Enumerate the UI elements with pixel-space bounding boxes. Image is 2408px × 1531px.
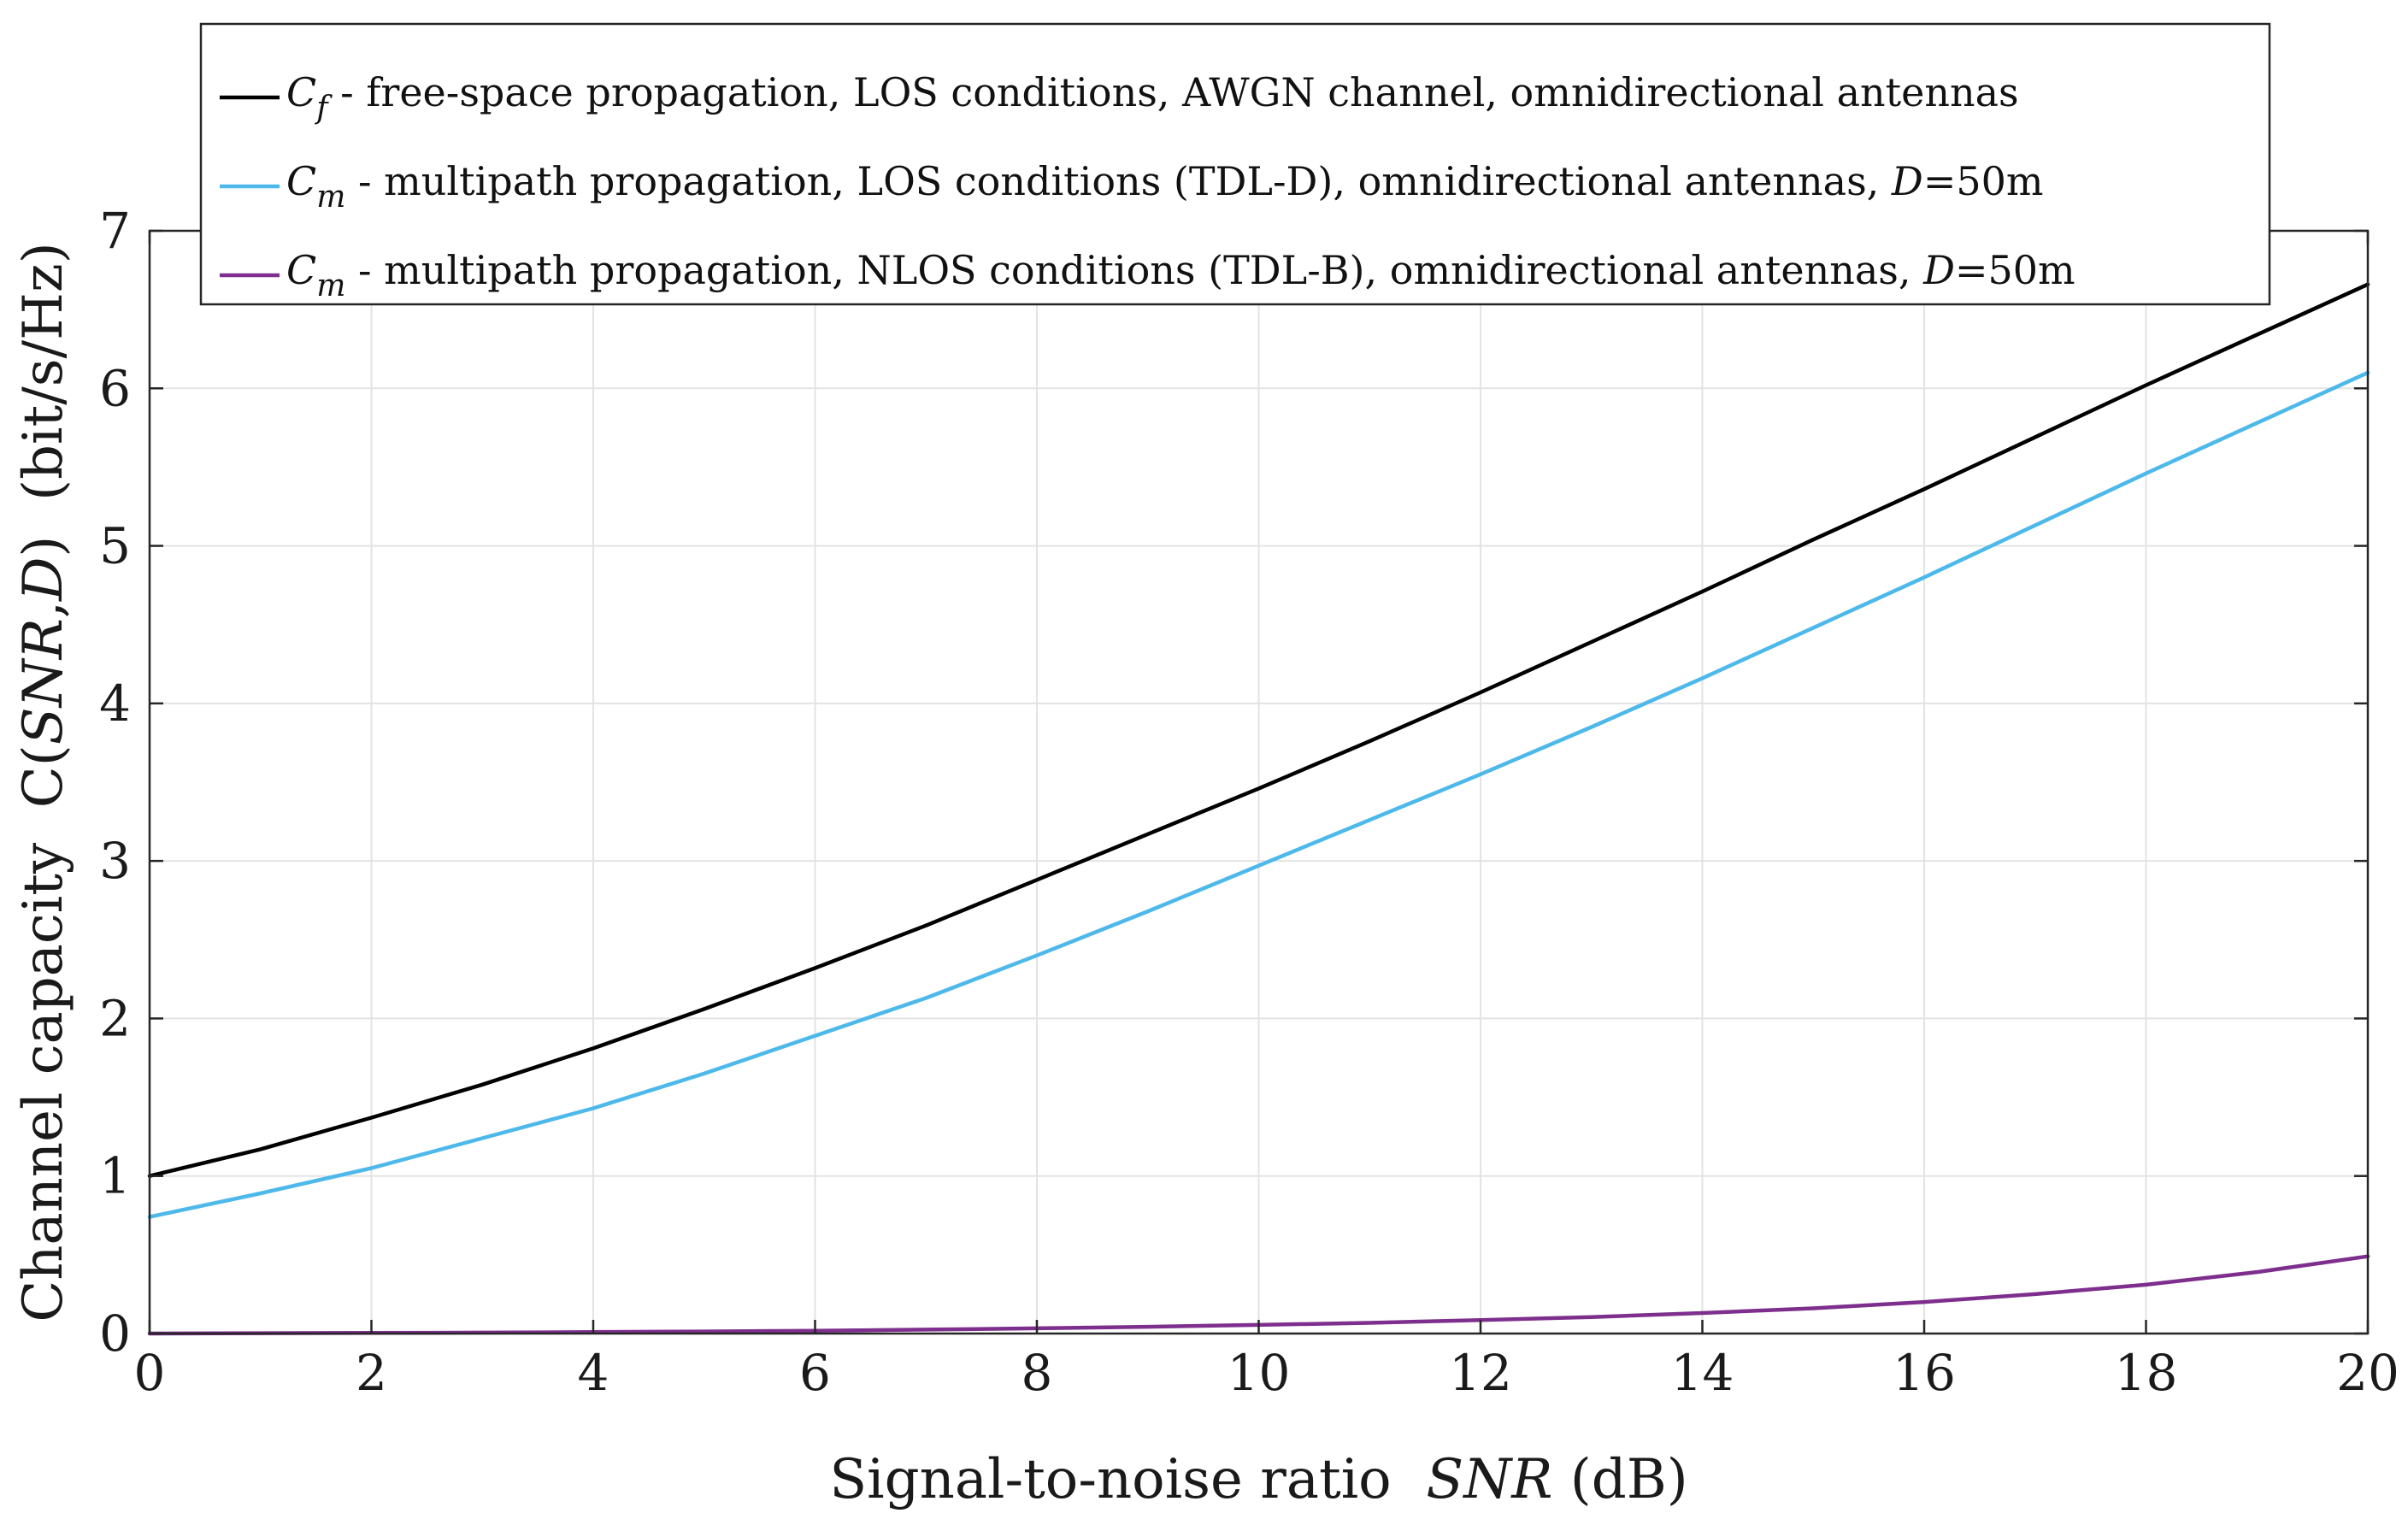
y-tick-label: 4 <box>99 674 131 733</box>
x-tick-label: 4 <box>578 1344 609 1402</box>
x-tick-label: 14 <box>1671 1344 1734 1402</box>
x-tick-label: 0 <box>134 1344 166 1402</box>
y-tick-label: 5 <box>99 517 131 575</box>
series-line-1 <box>147 282 2370 1178</box>
legend-entry-2: Cm - multipath propagation, LOS conditio… <box>286 158 2044 215</box>
x-tick-label: 10 <box>1228 1344 1291 1402</box>
y-tick-label: 2 <box>99 989 131 1047</box>
legend-entry-1: Cf - free-space propagation, LOS conditi… <box>286 69 2019 126</box>
y-tick-label: 3 <box>99 832 131 890</box>
x-tick-label: 16 <box>1893 1344 1956 1402</box>
x-tick-label: 20 <box>2336 1344 2399 1402</box>
y-tick-label: 7 <box>99 202 131 260</box>
legend-box <box>199 22 2271 306</box>
y-axis-label: Channel capacity C(SNR,D) (bit/s/Hz) <box>12 242 75 1322</box>
y-tick-label: 1 <box>99 1147 131 1205</box>
x-tick-label: 8 <box>1021 1344 1053 1402</box>
x-axis-label: Signal-to-noise ratio SNR (dB) <box>829 1448 1687 1511</box>
x-tick-label: 18 <box>2115 1344 2178 1402</box>
y-tick-label: 6 <box>99 359 131 417</box>
series-line-2 <box>147 370 2370 1219</box>
x-tick-label: 6 <box>799 1344 831 1402</box>
x-tick-label: 12 <box>1449 1344 1512 1402</box>
x-tick-label: 2 <box>356 1344 387 1402</box>
y-tick-label: 0 <box>99 1304 131 1363</box>
legend-entry-3: Cm - multipath propagation, NLOS conditi… <box>286 247 2075 303</box>
legend: Cf - free-space propagation, LOS conditi… <box>199 22 2271 306</box>
